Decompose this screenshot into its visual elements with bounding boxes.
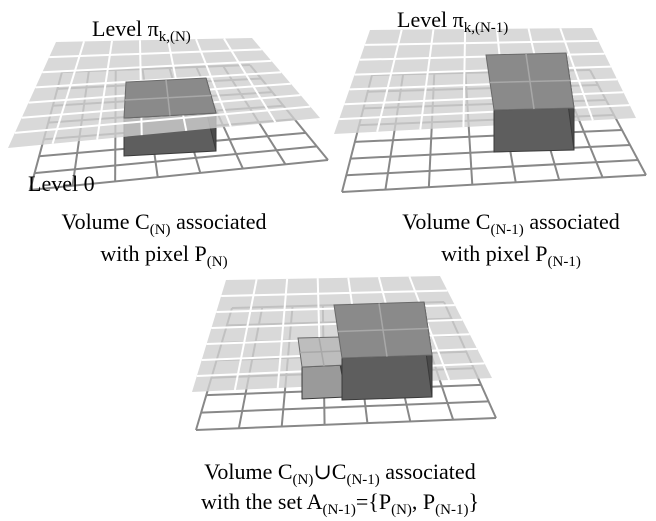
plane-line: [223, 38, 277, 123]
plane-line: [96, 40, 113, 140]
plane-line: [376, 29, 403, 132]
right-volume: [485, 52, 575, 153]
grid-line: [346, 159, 639, 177]
plane-line: [339, 104, 630, 121]
right-caption-line1: Volume C(N-1) associated: [402, 209, 620, 238]
left-caption-line1: Volume C(N) associated: [61, 209, 267, 238]
volume-front-face: [301, 364, 347, 400]
left-volume-top: [123, 77, 217, 119]
plane-line: [233, 279, 258, 391]
volume-front-face: [341, 354, 433, 401]
bottom-caption-line1: Volume C(N)∪C(N-1) associated: [204, 459, 476, 488]
grid-line: [350, 144, 631, 160]
volume-front-face: [493, 107, 575, 153]
panel-right-volume-n-1: [334, 27, 647, 193]
right-plane-label: Level πk,(N-1): [397, 7, 509, 36]
grid-line: [29, 159, 329, 191]
grid-line: [341, 174, 647, 193]
volume-top-divider: [378, 303, 388, 357]
plane-line: [364, 39, 599, 46]
volume-top-divider: [318, 337, 325, 367]
plane-line: [51, 41, 85, 145]
bottom-caption-line2: with the set A(N-1)={P(N), P(N-1)}: [200, 489, 480, 518]
plane-line: [462, 29, 467, 128]
left-caption: Volume C(N) associated with pixel P(N): [14, 209, 314, 270]
right-top-plane: [334, 27, 636, 134]
panel-left-volume-n: [8, 38, 329, 191]
plane-line: [408, 276, 451, 381]
left-base-label: Level 0: [28, 171, 95, 196]
plane-line: [349, 78, 618, 91]
grid-line: [34, 145, 317, 175]
plane-line: [35, 71, 282, 89]
left-caption-line2: with pixel P(N): [100, 241, 228, 270]
plane-line: [276, 278, 289, 389]
panel-bottom-union-volume: [192, 276, 497, 431]
bottom-volume-n: [297, 336, 347, 400]
left-plane-label: Level πk,(N): [92, 16, 191, 45]
plane-line: [42, 59, 272, 74]
bottom-caption: Volume C(N)∪C(N-1) associated with the s…: [150, 459, 530, 518]
grid-line: [195, 417, 497, 431]
grid-line: [354, 129, 623, 143]
plane-line: [14, 105, 311, 134]
plane-line: [195, 38, 232, 127]
plane-line: [344, 91, 624, 106]
grid-line: [201, 400, 489, 414]
volume-top-divider: [165, 79, 171, 116]
plane-line: [49, 48, 262, 59]
right-caption: Volume C(N-1) associated with pixel P(N-…: [370, 209, 652, 270]
plane-line: [419, 29, 435, 130]
plane-line: [221, 289, 448, 297]
volume-top-divider: [525, 53, 535, 110]
right-caption-line2: with pixel P(N-1): [441, 241, 581, 270]
plane-line: [559, 27, 594, 121]
bottom-volume-n-1: [333, 301, 433, 401]
